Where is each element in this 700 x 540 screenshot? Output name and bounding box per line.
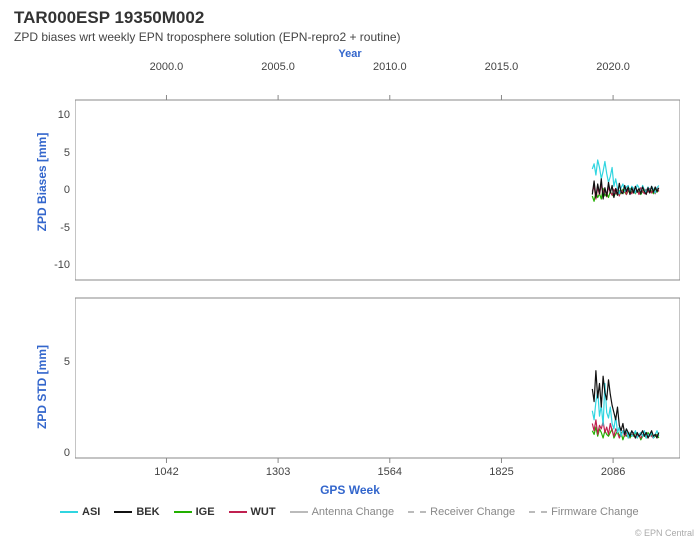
chart-subtitle: ZPD biases wrt weekly EPN troposphere so…	[0, 30, 700, 48]
bottom-tick: 1042	[154, 466, 178, 478]
y2-axis-label: ZPD STD [mm]	[35, 327, 49, 447]
legend-label: Antenna Change	[312, 505, 395, 520]
top-tick: 2005.0	[261, 61, 295, 73]
legend-swatch	[290, 511, 308, 513]
plot-area	[75, 78, 680, 478]
y2-tick: 5	[30, 356, 70, 368]
legend-item: WUT	[229, 505, 276, 520]
bottom-tick: 1303	[266, 466, 290, 478]
legend-label: Receiver Change	[430, 505, 515, 520]
legend-swatch	[114, 511, 132, 513]
y1-tick: 0	[30, 184, 70, 196]
bottom-axis-label: GPS Week	[0, 483, 700, 497]
legend-label: WUT	[251, 505, 276, 520]
legend-label: BEK	[136, 505, 159, 520]
credit: © EPN Central	[635, 528, 694, 538]
top-axis-label: Year	[0, 48, 700, 60]
y1-tick: -10	[30, 259, 70, 271]
legend-swatch	[229, 511, 247, 513]
top-tick: 2020.0	[596, 61, 630, 73]
bottom-tick: 1825	[489, 466, 513, 478]
bottom-tick: 1564	[378, 466, 402, 478]
y1-tick: 10	[30, 109, 70, 121]
legend-label: IGE	[196, 505, 215, 520]
legend-item: Antenna Change	[290, 505, 395, 520]
legend-swatch	[174, 511, 192, 513]
legend-swatch	[60, 511, 78, 513]
legend-item: ASI	[60, 505, 100, 520]
legend-item: IGE	[174, 505, 215, 520]
bottom-tick: 2086	[601, 466, 625, 478]
y1-tick: 5	[30, 147, 70, 159]
legend-label: Firmware Change	[551, 505, 638, 520]
legend-label: ASI	[82, 505, 100, 520]
top-tick: 2015.0	[485, 61, 519, 73]
y2-tick: 0	[30, 447, 70, 459]
legend-item: Receiver Change	[408, 505, 515, 520]
legend-item: Firmware Change	[529, 505, 638, 520]
legend-item: BEK	[114, 505, 159, 520]
top-tick: 2000.0	[150, 61, 184, 73]
legend-swatch	[408, 511, 426, 513]
legend: ASI BEK IGE WUT Antenna Change Receiver Chang…	[60, 503, 680, 520]
legend-swatch	[529, 511, 547, 513]
y1-tick: -5	[30, 222, 70, 234]
chart-svg	[75, 78, 680, 478]
top-tick: 2010.0	[373, 61, 407, 73]
chart-title: TAR000ESP 19350M002	[0, 0, 700, 30]
